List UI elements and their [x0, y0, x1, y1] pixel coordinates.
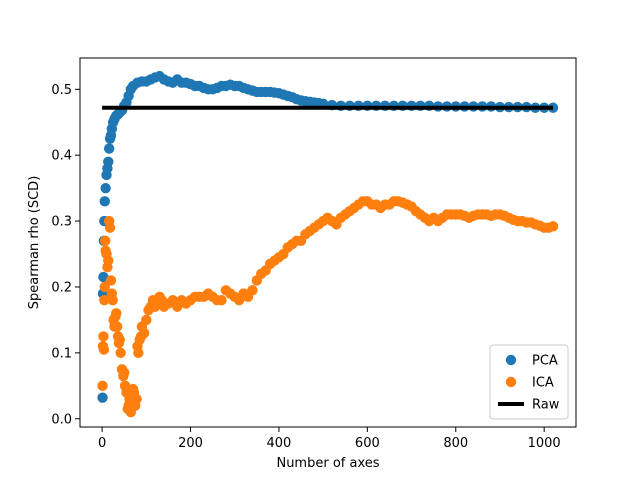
pca-point: [99, 196, 110, 207]
legend-label: Raw: [532, 398, 560, 413]
ica-point: [131, 393, 142, 405]
series-layer: [97, 70, 559, 418]
ica-point: [111, 321, 123, 332]
pca-point: [97, 392, 108, 403]
ica-point: [119, 367, 130, 378]
ica-point: [141, 314, 152, 326]
ica-point: [105, 275, 117, 286]
pca-point: [103, 143, 115, 154]
pca-point: [100, 182, 111, 194]
legend-label: PCA: [532, 354, 558, 369]
ica-point: [103, 255, 114, 266]
ica-point: [104, 222, 116, 233]
y-axis-label: Spearman rho (SCD): [27, 176, 42, 310]
y-tick-label: 0.1: [51, 346, 72, 361]
legend-item-raw: Raw: [498, 398, 560, 413]
ica-point: [547, 221, 559, 232]
legend: PCA ICA Raw: [489, 344, 569, 420]
ica-point: [99, 294, 110, 306]
ica-point: [107, 294, 118, 306]
legend-item-ica: ICA: [505, 376, 554, 391]
ica-point: [99, 281, 110, 293]
plot-border: [79, 57, 577, 428]
y-axis: 0.0 0.1 0.2 0.3 0.4 0.5: [51, 83, 80, 427]
x-tick-label: 600: [355, 436, 380, 451]
ica-point: [111, 308, 122, 319]
y-tick-label: 0.4: [51, 149, 72, 164]
ica-point: [98, 331, 109, 342]
x-tick-label: 0: [98, 436, 106, 451]
x-tick-label: 200: [178, 436, 203, 451]
x-tick-label: 1000: [528, 436, 561, 451]
legend-dot-marker: [505, 376, 517, 388]
ica-point: [97, 380, 108, 392]
ica-point: [99, 235, 111, 247]
legend-label: ICA: [532, 376, 554, 391]
ica-point: [98, 344, 110, 355]
x-tick-label: 400: [267, 436, 292, 451]
x-axis-label: Number of axes: [276, 456, 379, 471]
series-ica: [97, 196, 559, 418]
ica-point: [115, 347, 126, 359]
x-axis: 0 200 400 600 800 1000: [98, 427, 561, 451]
legend-dot-marker: [505, 354, 517, 366]
legend-item-pca: PCA: [505, 354, 558, 369]
ica-point: [114, 334, 125, 345]
pca-point: [103, 156, 114, 167]
ica-point: [133, 347, 144, 359]
ica-point: [247, 285, 258, 296]
x-tick-label: 800: [443, 436, 468, 451]
y-tick-label: 0.3: [51, 215, 72, 230]
y-tick-label: 0.2: [51, 280, 72, 295]
ica-point: [138, 327, 150, 339]
y-tick-label: 0.5: [51, 83, 72, 98]
y-tick-label: 0.0: [51, 412, 72, 427]
ica-point: [216, 294, 227, 306]
